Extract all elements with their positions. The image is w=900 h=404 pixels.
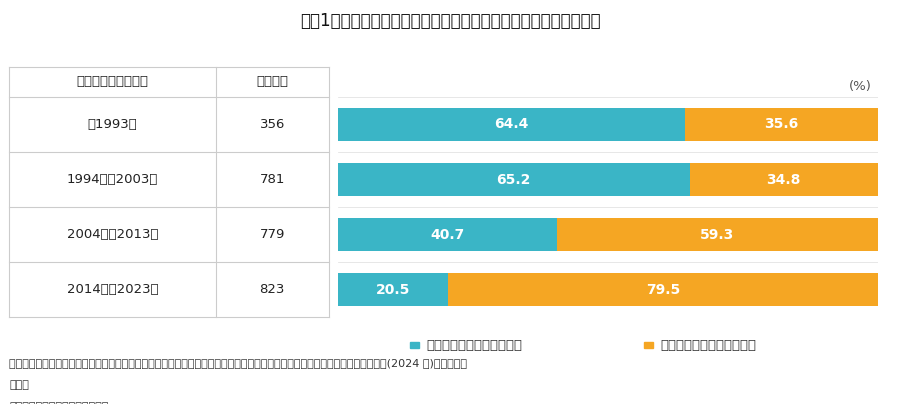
Text: 356: 356	[259, 118, 285, 131]
Bar	[338, 218, 557, 251]
Text: 79.5: 79.5	[645, 283, 680, 297]
Text: 20.5: 20.5	[375, 283, 410, 297]
Text: 34.8: 34.8	[767, 173, 801, 187]
Bar	[338, 108, 685, 141]
Text: 59.3: 59.3	[700, 227, 734, 242]
Text: 〜1993年: 〜1993年	[87, 118, 138, 131]
Text: 2004年〜2013年: 2004年〜2013年	[67, 228, 158, 241]
Text: 35.6: 35.6	[764, 118, 798, 131]
Bar	[338, 163, 689, 196]
Text: 1994年〜2003年: 1994年〜2003年	[67, 173, 158, 186]
Text: 図表1　住宅ローンの繰上返済経験有無（住宅ローン借入時期別）: 図表1 住宅ローンの繰上返済経験有無（住宅ローン借入時期別）	[300, 12, 600, 30]
Text: 繰上返済はしたことがない: 繰上返済はしたことがない	[661, 339, 756, 352]
Text: 住宅ローン借入時期: 住宅ローン借入時期	[76, 75, 148, 88]
Text: (%): (%)	[849, 80, 872, 93]
Bar	[338, 273, 448, 306]
Text: 繰上返済をしたことがある: 繰上返済をしたことがある	[427, 339, 522, 352]
Bar	[448, 273, 878, 306]
Text: 781: 781	[259, 173, 285, 186]
Text: 823: 823	[259, 283, 285, 296]
Text: 64.4: 64.4	[494, 118, 528, 131]
Text: （出所）特に出所を示していない場合、三井住友トラスト・資産のミライ研究所「住まいと資産形成に関する意識と実態調査」(2024 年)よりミライ: （出所）特に出所を示していない場合、三井住友トラスト・資産のミライ研究所「住まい…	[9, 358, 467, 368]
Text: 研作成: 研作成	[9, 380, 29, 390]
Text: 40.7: 40.7	[430, 227, 464, 242]
Text: 779: 779	[259, 228, 285, 241]
Text: ＊回答者：住宅ローン利用経験者: ＊回答者：住宅ローン利用経験者	[9, 402, 108, 404]
Bar	[689, 163, 878, 196]
Bar	[685, 108, 878, 141]
Text: 65.2: 65.2	[497, 173, 531, 187]
Bar	[557, 218, 878, 251]
Text: 2014年〜2023年: 2014年〜2023年	[67, 283, 158, 296]
Text: 回答者数: 回答者数	[256, 75, 288, 88]
